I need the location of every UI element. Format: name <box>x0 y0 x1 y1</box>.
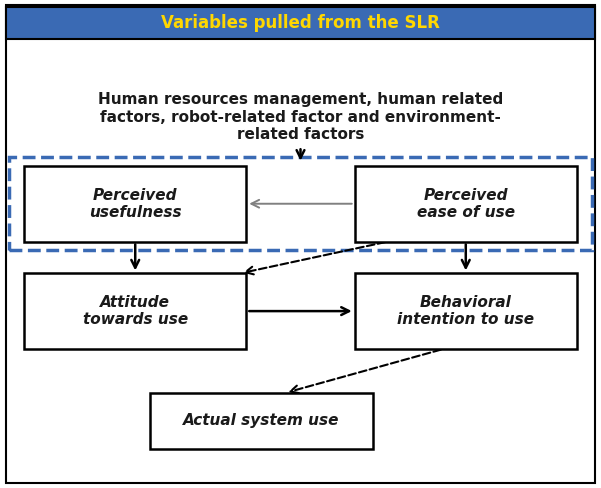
Text: Actual system use: Actual system use <box>183 413 340 428</box>
FancyBboxPatch shape <box>150 393 373 449</box>
Text: Perceived
usefulness: Perceived usefulness <box>89 187 182 220</box>
FancyBboxPatch shape <box>24 273 246 349</box>
FancyBboxPatch shape <box>355 166 577 242</box>
FancyBboxPatch shape <box>355 273 577 349</box>
FancyBboxPatch shape <box>6 7 595 39</box>
Text: Perceived
ease of use: Perceived ease of use <box>416 187 515 220</box>
Text: Behavioral
intention to use: Behavioral intention to use <box>397 295 534 327</box>
Text: Human resources management, human related
factors, robot-related factor and envi: Human resources management, human relate… <box>98 92 503 142</box>
FancyBboxPatch shape <box>24 166 246 242</box>
Text: Attitude
towards use: Attitude towards use <box>82 295 188 327</box>
Text: Variables pulled from the SLR: Variables pulled from the SLR <box>161 14 440 32</box>
